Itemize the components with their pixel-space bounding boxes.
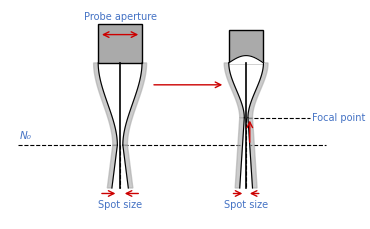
Polygon shape: [248, 118, 257, 188]
Text: N₀: N₀: [20, 131, 31, 142]
Polygon shape: [224, 63, 244, 118]
Text: Probe aperture: Probe aperture: [84, 12, 157, 22]
Text: Focal point: Focal point: [312, 113, 365, 123]
Polygon shape: [94, 63, 117, 145]
Polygon shape: [107, 145, 117, 188]
Text: Spot size: Spot size: [98, 200, 142, 210]
Polygon shape: [248, 63, 268, 118]
Polygon shape: [229, 63, 263, 188]
Polygon shape: [235, 118, 244, 188]
Text: Spot size: Spot size: [224, 200, 268, 210]
Polygon shape: [98, 63, 142, 188]
Polygon shape: [123, 63, 147, 145]
Bar: [98, 24, 142, 63]
Bar: [229, 30, 263, 63]
Polygon shape: [123, 145, 133, 188]
